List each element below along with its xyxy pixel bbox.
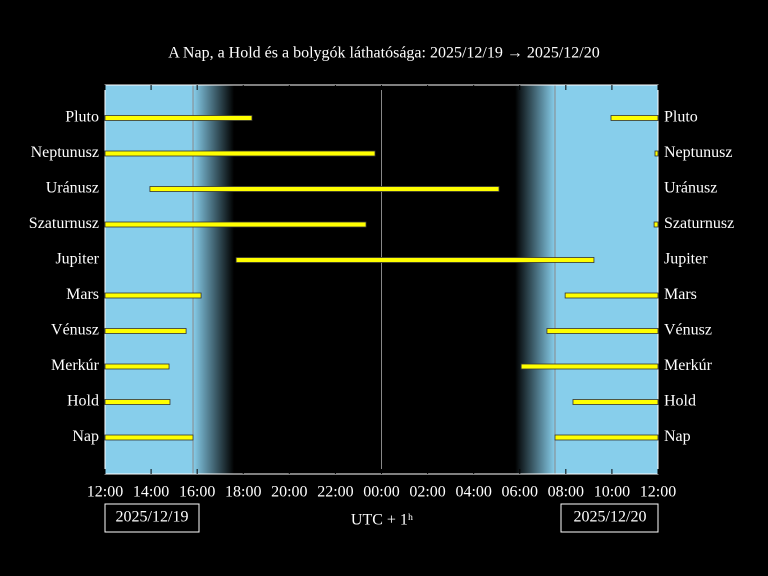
date-start: 2025/12/19 (116, 509, 189, 526)
visibility-bar (610, 115, 659, 121)
row-label-right: Nap (664, 428, 691, 445)
x-tick-label: 20:00 (271, 484, 307, 501)
row-label-right: Mars (664, 286, 697, 303)
row-label-left: Neptunusz (31, 144, 99, 161)
dusk (193, 85, 235, 474)
visibility-bar (104, 328, 187, 334)
visibility-bar (564, 292, 659, 299)
row-label-left: Szaturnusz (29, 215, 99, 232)
visibility-bar (104, 115, 253, 121)
x-tick-label: 14:00 (133, 484, 169, 501)
x-tick-label: 02:00 (409, 484, 445, 501)
x-tick-label: 22:00 (317, 484, 353, 501)
dawn (515, 85, 556, 474)
row-label-right: Uránusz (664, 180, 717, 197)
row-label-left: Hold (67, 393, 99, 410)
visibility-bar (654, 150, 659, 157)
visibility-bar (235, 257, 595, 263)
row-label-left: Mars (66, 286, 99, 303)
x-tick-label: 08:00 (548, 484, 584, 501)
row-label-right: Szaturnusz (664, 215, 734, 232)
row-label-right: Merkúr (664, 357, 713, 374)
x-tick-label: 10:00 (594, 484, 630, 501)
visibility-bar (104, 363, 170, 370)
x-tick-label: 06:00 (502, 484, 538, 501)
x-tick-label: 04:00 (455, 484, 491, 501)
visibility-bar (572, 399, 659, 405)
date-box (560, 503, 659, 533)
x-tick-label: 18:00 (225, 484, 261, 501)
x-tick-label: 16:00 (179, 484, 215, 501)
visibility-bar (546, 328, 659, 334)
row-label-right: Hold (664, 393, 696, 410)
row-label-left: Merkúr (51, 357, 100, 374)
row-label-left: Vénusz (51, 322, 99, 339)
visibility-bar (520, 363, 659, 370)
visibility-bar (104, 150, 376, 157)
date-box (104, 503, 200, 533)
row-label-left: Uránusz (46, 180, 99, 197)
visibility-bar (149, 186, 500, 192)
row-label-right: Jupiter (664, 251, 708, 268)
row-label-right: Vénusz (664, 322, 712, 339)
date-end: 2025/12/20 (574, 509, 647, 526)
daylight (555, 85, 658, 474)
row-label-right: Neptunusz (664, 144, 732, 161)
visibility-bar (653, 221, 659, 228)
x-tick-label: 12:00 (640, 484, 676, 501)
row-label-left: Pluto (65, 109, 99, 126)
daylight (105, 85, 194, 474)
x-tick-label: 12:00 (87, 484, 123, 501)
x-tick-label: 00:00 (363, 484, 399, 501)
row-label-right: Pluto (664, 109, 698, 126)
row-label-left: Jupiter (55, 251, 99, 268)
chart-title: A Nap, a Hold és a bolygók láthatósága: … (168, 45, 600, 62)
visibility-bar (104, 399, 171, 405)
visibility-bar (104, 434, 194, 441)
x-axis-label: UTC + 1ʰ (351, 512, 413, 529)
visibility-bar (554, 434, 659, 441)
row-label-left: Nap (72, 428, 99, 445)
visibility-bar (104, 292, 202, 299)
visibility-bar (104, 221, 367, 228)
